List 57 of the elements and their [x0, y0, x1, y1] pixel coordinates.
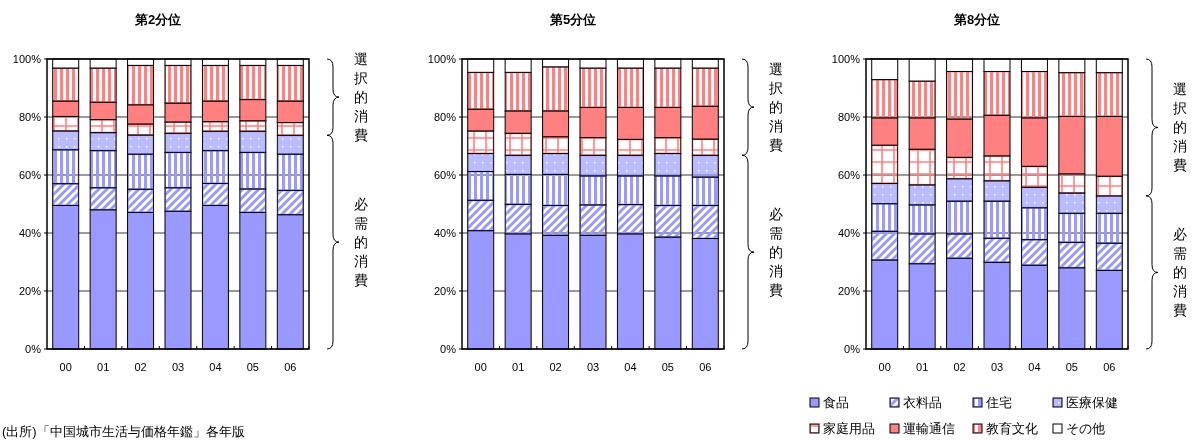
x-tick-label: 03 — [586, 361, 600, 373]
text: 必需的消費 — [354, 196, 368, 289]
text: 必需的消費 — [769, 206, 783, 299]
legend-label: 住宅 — [985, 395, 1012, 410]
x-tick-label: 05 — [1065, 361, 1078, 373]
chart-title: 第8分位 — [952, 12, 1001, 27]
x-tick-label: 00 — [474, 361, 487, 373]
y-tick-label: 20% — [837, 285, 861, 297]
x-tick-label: 00 — [878, 361, 891, 373]
y-tick-label: 100% — [427, 53, 457, 65]
x-tick-label: 05 — [661, 361, 674, 373]
x-tick-label: 01 — [97, 361, 110, 373]
legend-label: 医療保健 — [1066, 395, 1118, 410]
y-tick-label: 60% — [837, 169, 861, 181]
x-tick-label: 06 — [1103, 361, 1116, 373]
x-tick-label: 05 — [246, 361, 259, 373]
legend-label: 食品 — [823, 395, 849, 410]
y-tick-label: 100% — [12, 53, 42, 65]
text: 選択的消費 — [1173, 81, 1187, 174]
text: 選択的消費 — [769, 61, 783, 154]
chart-title: 第2分位 — [133, 12, 182, 27]
legend-label: 家庭用品 — [823, 421, 875, 436]
x-tick-label: 06 — [699, 361, 712, 373]
x-tick-label: 00 — [59, 361, 72, 373]
text: 選択的消費 — [354, 51, 368, 144]
x-tick-label: 04 — [209, 361, 222, 373]
y-tick-label: 20% — [18, 285, 42, 297]
y-tick-label: 40% — [433, 227, 457, 239]
legend-label: 衣料品 — [903, 395, 942, 410]
chart-title: 第5分位 — [548, 12, 597, 27]
y-tick-label: 80% — [433, 111, 457, 123]
text: (出所)「中国城市生活与価格年鑑」各年版 — [2, 424, 245, 439]
y-tick-label: 0% — [844, 343, 861, 355]
y-tick-label: 80% — [837, 111, 861, 123]
x-tick-label: 01 — [512, 361, 525, 373]
y-tick-label: 80% — [18, 111, 42, 123]
x-tick-label: 06 — [284, 361, 297, 373]
legend-label: その他 — [1066, 421, 1105, 436]
y-tick-label: 60% — [433, 169, 457, 181]
x-tick-label: 02 — [134, 361, 147, 373]
y-tick-label: 40% — [837, 227, 861, 239]
y-tick-label: 100% — [831, 53, 861, 65]
text: 必需的消費 — [1173, 226, 1187, 319]
x-tick-label: 03 — [990, 361, 1004, 373]
y-tick-label: 0% — [25, 343, 42, 355]
legend-label: 教育文化 — [986, 421, 1038, 436]
x-tick-label: 04 — [1028, 361, 1041, 373]
x-tick-label: 02 — [549, 361, 562, 373]
y-tick-label: 40% — [18, 227, 42, 239]
y-tick-label: 0% — [440, 343, 457, 355]
y-tick-label: 60% — [18, 169, 42, 181]
x-tick-label: 04 — [624, 361, 637, 373]
legend-label: 運輸通信 — [903, 421, 955, 436]
x-tick-label: 01 — [916, 361, 929, 373]
x-tick-label: 03 — [171, 361, 185, 373]
x-tick-label: 02 — [953, 361, 966, 373]
y-tick-label: 20% — [433, 285, 457, 297]
